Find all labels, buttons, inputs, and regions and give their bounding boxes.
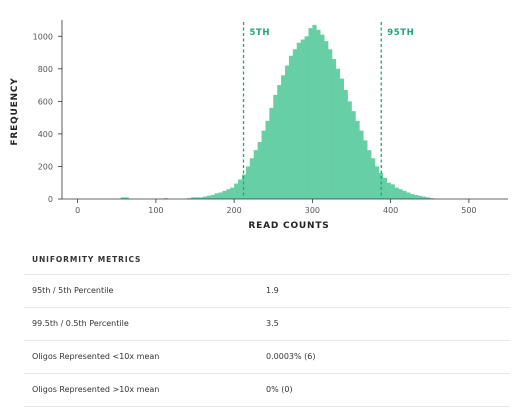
histogram-bar bbox=[245, 166, 251, 199]
histogram-bar bbox=[195, 197, 200, 199]
histogram-bar bbox=[206, 195, 211, 199]
histogram-bar bbox=[257, 142, 262, 199]
y-tick-label: 200 bbox=[38, 162, 53, 171]
histogram-bar bbox=[226, 189, 231, 199]
metric-name: Oligos Represented <10x mean bbox=[32, 352, 160, 361]
histogram-bar bbox=[402, 190, 407, 199]
histogram-bar bbox=[120, 197, 125, 199]
x-axis-title: READ COUNTS bbox=[248, 221, 329, 231]
metric-name: Oligos Represented >10x mean bbox=[32, 385, 160, 394]
histogram-bar bbox=[296, 42, 301, 199]
histogram-bar bbox=[331, 59, 337, 199]
histogram-bar bbox=[308, 28, 313, 199]
histogram-bar bbox=[198, 197, 204, 199]
y-tick-label: 800 bbox=[38, 65, 53, 74]
y-tick-label: 600 bbox=[38, 97, 53, 106]
histogram-bar bbox=[343, 89, 348, 199]
metric-row: 95th / 5th Percentile 1.9 bbox=[24, 275, 510, 308]
histogram-bar bbox=[230, 187, 235, 199]
histogram-bar bbox=[288, 55, 294, 199]
histogram-bar bbox=[429, 198, 434, 199]
histogram-bar bbox=[339, 78, 344, 199]
y-axis-title: FREQUENCY bbox=[10, 77, 20, 145]
x-tick-label: 500 bbox=[461, 206, 476, 215]
histogram-bar bbox=[163, 198, 168, 199]
histogram-bar bbox=[273, 94, 278, 199]
percentile-label: 95TH bbox=[387, 28, 414, 38]
histogram-bar bbox=[371, 158, 376, 199]
histogram-bar bbox=[390, 184, 395, 199]
x-tick-label: 300 bbox=[305, 206, 320, 215]
x-tick-label: 0 bbox=[75, 206, 80, 215]
y-tick-label: 400 bbox=[38, 130, 53, 139]
histogram-bar bbox=[316, 29, 321, 200]
histogram-bar bbox=[355, 120, 360, 199]
histogram-bar bbox=[253, 150, 258, 199]
histogram-bar bbox=[265, 120, 270, 199]
histogram-bar bbox=[285, 65, 290, 199]
histogram-bar bbox=[277, 85, 282, 199]
histogram-bar bbox=[191, 197, 196, 199]
histogram-bar bbox=[124, 197, 129, 199]
histogram-chart: 0 200 400 600 800 1000 0 100 200 300 400 500 READ CO… bbox=[10, 20, 508, 231]
metric-value: 0.0003% (6) bbox=[266, 352, 316, 361]
histogram-bar bbox=[214, 193, 219, 199]
x-tick-label: 100 bbox=[148, 206, 163, 215]
x-tick-label: 200 bbox=[226, 206, 241, 215]
histogram-bar bbox=[249, 158, 254, 199]
histogram-bar bbox=[425, 197, 431, 199]
histogram-bar bbox=[187, 198, 192, 199]
metric-value: 3.5 bbox=[266, 319, 279, 328]
histogram-bar bbox=[410, 194, 415, 199]
histogram-bar bbox=[335, 68, 341, 199]
histogram-bar bbox=[234, 183, 239, 199]
histogram-bar bbox=[222, 190, 227, 199]
metric-value: 0% (0) bbox=[266, 385, 293, 394]
uniformity-metrics-table: UNIFORMITY METRICS 95th / 5th Percentile… bbox=[24, 245, 510, 407]
histogram-bar bbox=[261, 130, 266, 199]
histogram-bar bbox=[202, 196, 208, 199]
histogram-bar bbox=[378, 172, 384, 199]
histogram-bar bbox=[421, 196, 427, 199]
histogram-bar bbox=[292, 49, 298, 199]
metric-row: 99.5th / 0.5th Percentile 3.5 bbox=[24, 308, 510, 341]
metric-row: Oligos Represented <10x mean 0.0003% (6) bbox=[24, 341, 510, 374]
histogram-bar bbox=[320, 34, 325, 200]
histogram-bar bbox=[374, 166, 380, 199]
histogram-bar bbox=[241, 174, 247, 199]
histogram-bar bbox=[363, 140, 368, 199]
histogram-bar bbox=[300, 39, 305, 199]
metric-value: 1.9 bbox=[266, 286, 279, 295]
histogram-bar bbox=[414, 194, 419, 199]
histogram-bar bbox=[418, 195, 423, 199]
histogram-bar bbox=[406, 192, 411, 199]
histogram-bar bbox=[218, 192, 223, 199]
histogram-bar bbox=[328, 49, 333, 199]
histogram-bar bbox=[347, 101, 352, 199]
metric-name: 95th / 5th Percentile bbox=[32, 286, 114, 295]
metrics-title: UNIFORMITY METRICS bbox=[24, 245, 510, 275]
percentile-label: 5TH bbox=[250, 28, 271, 38]
histogram-bar bbox=[351, 111, 356, 199]
histogram-bar bbox=[367, 150, 372, 199]
histogram-bar bbox=[382, 177, 388, 199]
metric-row: Oligos Represented >10x mean 0% (0) bbox=[24, 374, 510, 407]
histogram-bar bbox=[312, 24, 317, 199]
metric-name: 99.5th / 0.5th Percentile bbox=[32, 319, 129, 328]
y-tick-label: 0 bbox=[48, 195, 53, 204]
histogram-bar bbox=[386, 182, 391, 199]
histogram-bar bbox=[210, 194, 215, 199]
histogram-bar bbox=[394, 187, 399, 199]
histogram-svg: 0 200 400 600 800 1000 0 100 200 300 400 500 READ CO… bbox=[10, 20, 508, 231]
x-tick-label: 400 bbox=[383, 206, 398, 215]
histogram-bar bbox=[269, 107, 274, 199]
histogram-bar bbox=[324, 41, 329, 200]
histogram-bar bbox=[359, 130, 364, 199]
histogram-bar bbox=[238, 179, 243, 199]
histogram-bar bbox=[304, 36, 309, 199]
y-tick-label: 1000 bbox=[33, 32, 53, 41]
histogram-bar bbox=[398, 189, 403, 199]
histogram-bar bbox=[281, 75, 286, 199]
